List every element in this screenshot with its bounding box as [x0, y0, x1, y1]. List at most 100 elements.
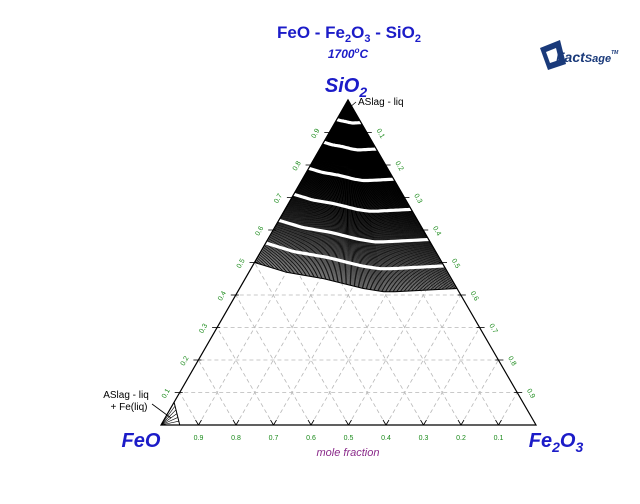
vertex-fe2o3-sub3: 3	[575, 439, 583, 455]
title-part-feo: FeO - Fe	[277, 23, 345, 42]
logo-tm: TM	[611, 50, 619, 56]
tick-label-bottom: 0.5	[344, 435, 354, 442]
tick-marks	[174, 132, 523, 426]
tick-bottom	[495, 419, 499, 426]
fe-tie-line	[160, 413, 178, 426]
contour-band	[336, 117, 362, 125]
tick-labels: 0.9 0.1 0.9 0.8 0.2 0.8 0.7 0.3 0.7 0.6 0.4 0.6 0.5 0…	[161, 128, 536, 442]
grid-line-feo	[198, 359, 237, 426]
region-top-leader	[348, 101, 357, 109]
tick-label-left: 0.3	[198, 323, 209, 335]
fe-tie-line	[160, 417, 178, 426]
contour-band	[265, 241, 445, 271]
grid-line-fe2o3	[498, 392, 518, 426]
tick-bottom	[195, 419, 199, 426]
tick-label-left: 0.4	[217, 290, 228, 302]
tick-label-bottom: 0.4	[381, 435, 391, 442]
tick-label-bottom: 0.2	[456, 435, 466, 442]
tick-bottom	[307, 419, 312, 426]
tick-label-right: 0.5	[450, 258, 461, 270]
title-part-sio: - SiO	[370, 23, 414, 42]
vertex-sio2-sub: 2	[358, 84, 367, 100]
tick-bottom	[457, 419, 462, 426]
title-sub-2b: 2	[415, 33, 421, 45]
grid-line-feo	[216, 327, 274, 426]
liquid-region	[253, 98, 458, 293]
tick-label-right: 0.3	[412, 193, 423, 205]
axis-title: mole fraction	[317, 447, 380, 459]
title-sub-2a: 2	[345, 33, 351, 45]
tick-label-bottom: 0.8	[231, 435, 241, 442]
grid-line-fe2o3	[385, 294, 462, 426]
tick-bottom	[310, 419, 315, 426]
tick-label-right: 0.2	[393, 160, 404, 172]
grid-line-feo	[254, 262, 349, 426]
temperature-value: 1700	[328, 47, 355, 61]
tick-label-left: 0.7	[273, 193, 284, 205]
tick-bottom	[460, 419, 465, 426]
fe-tie-line	[160, 402, 175, 426]
factsage-logo: FactSageTM	[540, 40, 619, 70]
grid-line-fe2o3	[423, 327, 480, 426]
tick-label-right: 0.6	[469, 290, 480, 302]
tick-label-left: 0.6	[254, 225, 265, 237]
region-top-text: ASlag - liq	[358, 97, 404, 108]
tick-label-right: 0.4	[431, 225, 442, 237]
factsage-logo-text: FactSageTM	[556, 49, 619, 65]
fe-region-boundary	[173, 402, 181, 426]
tick-label-left: 0.2	[180, 355, 191, 367]
liquid-region-hatching	[254, 100, 457, 292]
tick-bottom	[385, 419, 390, 426]
region-bottom-text-1: ASlag - liq	[103, 390, 149, 401]
tick-label-left: 0.5	[236, 258, 247, 270]
fe-tie-line	[160, 409, 177, 426]
fe-region	[160, 402, 181, 426]
tick-label-bottom: 0.7	[269, 435, 279, 442]
temperature-unit: C	[359, 47, 368, 61]
tick-label-bottom: 0.6	[306, 435, 316, 442]
tick-bottom	[382, 419, 387, 426]
vertex-fe2o3-o: O	[560, 430, 576, 452]
vertex-fe2o3-sub2: 2	[551, 439, 560, 455]
chart-title: FeO - Fe2O3 - SiO2	[277, 23, 421, 45]
contour-band	[293, 192, 412, 213]
tick-bottom	[498, 419, 502, 426]
tick-label-right: 0.1	[375, 128, 386, 140]
grid-line-feo	[179, 392, 199, 426]
contour-band	[278, 218, 429, 244]
tick-label-bottom: 0.3	[419, 435, 429, 442]
grid-line-fe2o3	[460, 359, 499, 426]
factsage-mark-icon	[540, 40, 566, 70]
temperature-label: 1700oC	[328, 46, 369, 61]
region-bottom-leader	[151, 403, 172, 419]
logo-fact: Fact	[556, 49, 586, 65]
vertex-label-fe2o3: Fe2O3	[529, 430, 584, 455]
tick-bottom	[420, 419, 424, 426]
vertex-label-feo: FeO	[122, 430, 161, 452]
tick-label-bottom: 0.1	[494, 435, 504, 442]
region-label-bottom: ASlag - liq + Fe(liq)	[103, 390, 172, 419]
fe-region-lines	[160, 402, 180, 426]
tick-bottom	[270, 419, 274, 426]
tick-bottom	[423, 419, 427, 426]
tick-label-bottom: 0.9	[194, 435, 204, 442]
tick-label-right: 0.8	[506, 355, 517, 367]
liquid-region-boundary	[253, 98, 458, 293]
tick-label-left: 0.9	[311, 128, 322, 140]
tick-bottom	[198, 419, 202, 426]
tick-bottom	[235, 419, 240, 426]
tick-bottom	[273, 419, 277, 426]
region-bottom-text-2: + Fe(liq)	[111, 402, 148, 413]
logo-sage: Sage	[585, 53, 611, 65]
tick-label-right: 0.7	[487, 323, 498, 335]
fe-tie-line	[160, 420, 179, 426]
temperature-degree: o	[355, 46, 360, 55]
title-sub-3: 3	[364, 33, 370, 45]
contour-band	[323, 140, 377, 152]
title-part-o3: O	[351, 23, 364, 42]
region-label-top: ASlag - liq	[348, 97, 404, 109]
tick-bottom	[232, 419, 237, 426]
tick-bottom	[348, 419, 352, 426]
tick-label-left: 0.1	[161, 388, 172, 400]
